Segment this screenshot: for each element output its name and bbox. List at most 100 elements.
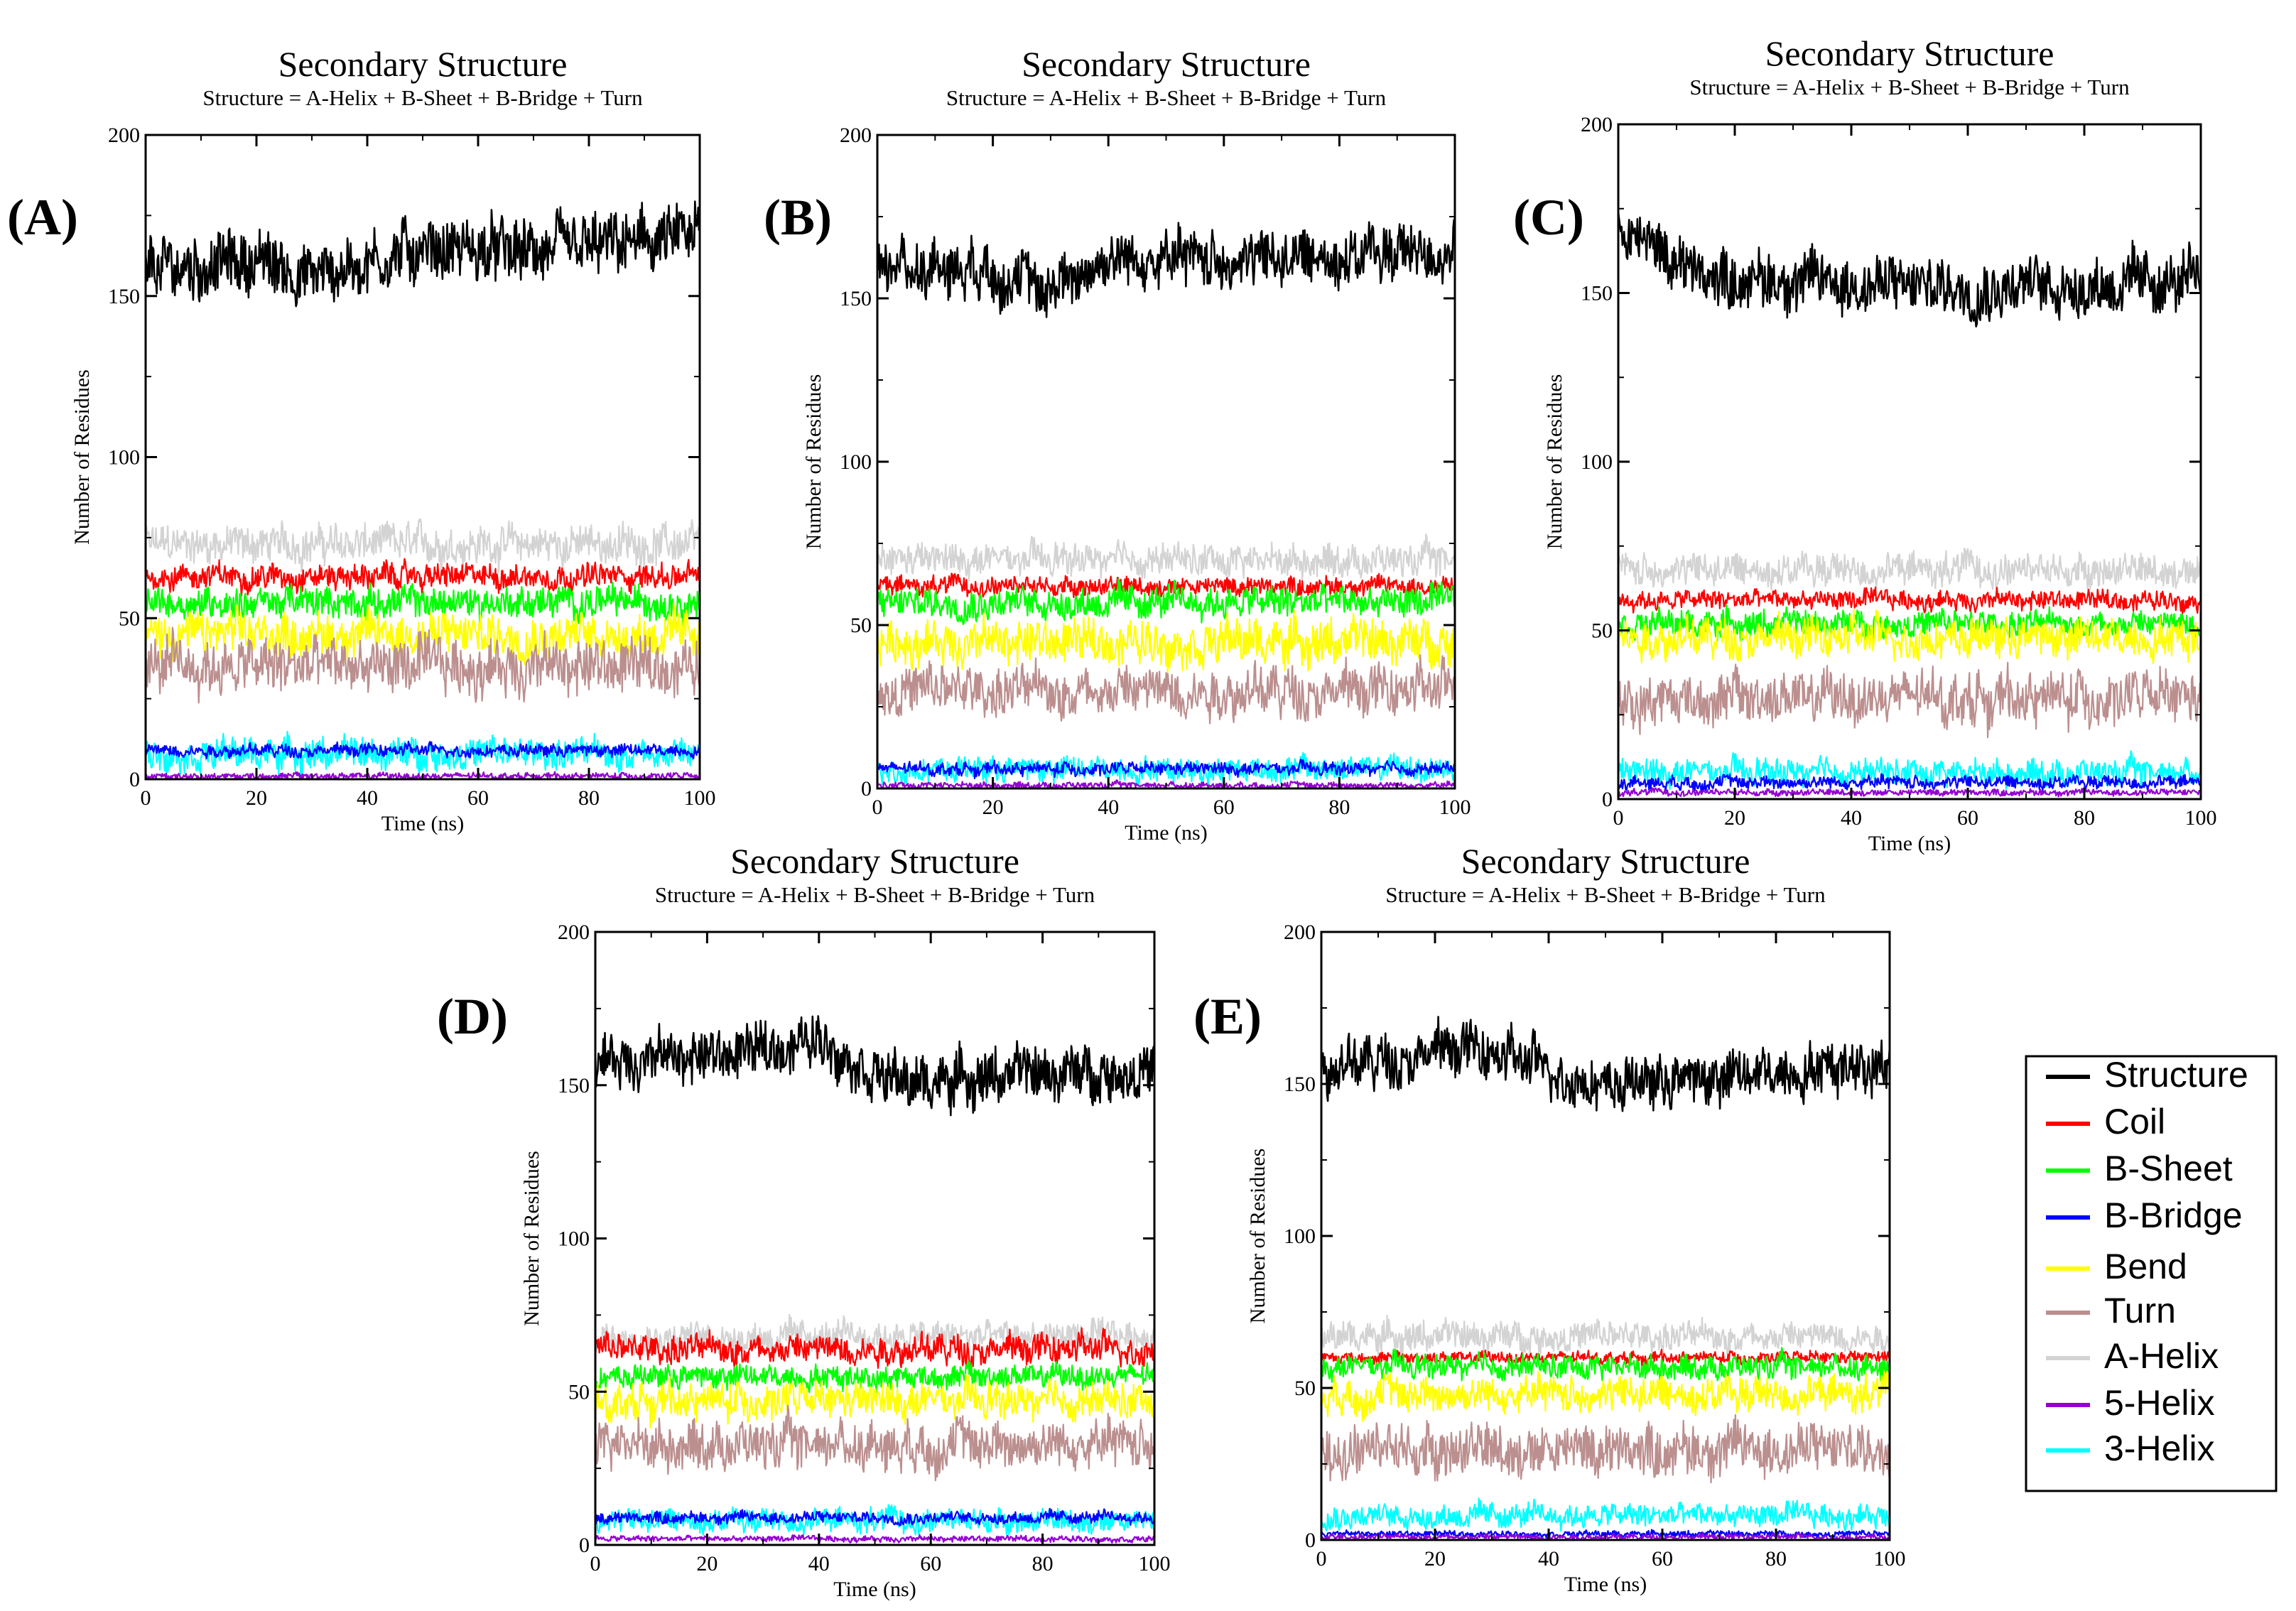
chart-title: Secondary Structure bbox=[1765, 33, 2054, 73]
series-line-bend bbox=[1321, 1369, 1890, 1423]
x-tick-label: 60 bbox=[1957, 806, 1978, 830]
legend-label: B-Bridge bbox=[2104, 1195, 2243, 1235]
chart-title: Secondary Structure bbox=[1461, 841, 1750, 881]
y-axis-label: Number of Residues bbox=[520, 1151, 543, 1326]
series-line-b-bridge bbox=[1321, 1529, 1890, 1539]
x-tick-label: 80 bbox=[1765, 1547, 1787, 1571]
series-group bbox=[146, 200, 700, 779]
series-line-a-helix bbox=[1321, 1314, 1890, 1357]
y-tick-label: 0 bbox=[1602, 788, 1613, 811]
chart-title: Secondary Structure bbox=[730, 841, 1019, 881]
series-line-bend bbox=[146, 601, 700, 666]
x-tick-label: 80 bbox=[1032, 1552, 1054, 1575]
series-line-structure bbox=[1618, 212, 2201, 328]
series-line-b-bridge bbox=[1618, 773, 2201, 793]
x-tick-label: 20 bbox=[1724, 806, 1745, 830]
y-tick-label: 100 bbox=[1284, 1225, 1316, 1248]
y-tick-label: 150 bbox=[840, 287, 872, 310]
series-line-turn bbox=[146, 626, 700, 704]
x-tick-label: 20 bbox=[982, 796, 1004, 819]
series-line-b-bridge bbox=[146, 740, 700, 760]
y-axis-label: Number of Residues bbox=[1543, 374, 1566, 550]
series-line-b-bridge bbox=[595, 1507, 1154, 1526]
x-axis-label: Time (ns) bbox=[833, 1578, 916, 1601]
x-axis-label: Time (ns) bbox=[381, 812, 464, 835]
y-tick-label: 150 bbox=[1581, 282, 1613, 305]
series-line-3-helix bbox=[595, 1504, 1154, 1536]
series-line-structure bbox=[595, 1015, 1154, 1117]
legend-label: Coil bbox=[2104, 1102, 2165, 1141]
chart-subtitle: Structure = A-Helix + B-Sheet + B-Bridge… bbox=[655, 882, 1095, 907]
y-tick-label: 150 bbox=[558, 1074, 590, 1097]
series-group bbox=[1618, 212, 2201, 798]
legend-label: 3-Helix bbox=[2104, 1428, 2215, 1468]
series-line-b-sheet bbox=[595, 1360, 1154, 1394]
x-tick-label: 100 bbox=[1439, 796, 1471, 819]
chart-subtitle: Structure = A-Helix + B-Sheet + B-Bridge… bbox=[946, 85, 1387, 110]
chart-title: Secondary Structure bbox=[278, 44, 568, 84]
x-tick-label: 60 bbox=[1652, 1547, 1673, 1571]
y-tick-label: 50 bbox=[1294, 1377, 1316, 1400]
x-tick-label: 40 bbox=[808, 1552, 830, 1575]
series-line-a-helix bbox=[877, 533, 1455, 582]
y-tick-label: 0 bbox=[1305, 1529, 1316, 1552]
x-tick-label: 100 bbox=[1874, 1547, 1906, 1571]
y-tick-label: 200 bbox=[558, 921, 590, 944]
series-line-turn bbox=[877, 653, 1455, 725]
y-tick-label: 200 bbox=[1284, 921, 1316, 944]
y-tick-label: 200 bbox=[840, 124, 872, 147]
y-tick-label: 50 bbox=[119, 607, 140, 630]
series-line-coil bbox=[595, 1327, 1154, 1369]
x-tick-label: 60 bbox=[920, 1552, 941, 1575]
series-line-bend bbox=[877, 609, 1455, 673]
legend-label: A-Helix bbox=[2104, 1336, 2219, 1376]
panel-letter: (E) bbox=[1193, 988, 1262, 1045]
x-axis-label: Time (ns) bbox=[1868, 832, 1951, 855]
legend-box bbox=[2025, 1055, 2278, 1492]
series-line-3-helix bbox=[1321, 1497, 1890, 1532]
x-tick-label: 20 bbox=[246, 786, 267, 810]
legend-label: Turn bbox=[2104, 1291, 2176, 1330]
series-line-b-bridge bbox=[877, 759, 1455, 780]
x-tick-label: 0 bbox=[141, 786, 151, 810]
panel-letter: (D) bbox=[437, 988, 508, 1045]
x-axis-label: Time (ns) bbox=[1564, 1573, 1647, 1596]
y-tick-label: 50 bbox=[850, 614, 872, 637]
x-tick-label: 80 bbox=[2074, 806, 2095, 830]
x-tick-label: 60 bbox=[467, 786, 489, 810]
y-tick-label: 100 bbox=[108, 446, 140, 470]
series-line-5-helix bbox=[595, 1534, 1154, 1544]
legend-label: Bend bbox=[2104, 1247, 2187, 1286]
legend-label: B-Sheet bbox=[2104, 1149, 2233, 1188]
y-tick-label: 200 bbox=[1581, 113, 1613, 136]
series-line-coil bbox=[146, 558, 700, 597]
series-group bbox=[877, 219, 1455, 788]
x-tick-label: 80 bbox=[1328, 796, 1350, 819]
series-group bbox=[1321, 1016, 1890, 1540]
x-tick-label: 100 bbox=[2185, 806, 2217, 830]
series-line-a-helix bbox=[1618, 547, 2201, 591]
x-tick-label: 40 bbox=[1538, 1547, 1559, 1571]
y-tick-label: 100 bbox=[840, 450, 872, 474]
y-tick-label: 0 bbox=[579, 1534, 590, 1557]
y-axis-label: Number of Residues bbox=[802, 374, 825, 550]
series-line-coil bbox=[1618, 586, 2201, 614]
x-tick-label: 40 bbox=[1841, 806, 1862, 830]
series-line-b-sheet bbox=[877, 578, 1455, 626]
series-line-a-helix bbox=[146, 518, 700, 573]
x-tick-label: 0 bbox=[1613, 806, 1624, 830]
series-line-b-sheet bbox=[1618, 604, 2201, 642]
y-tick-label: 100 bbox=[558, 1227, 590, 1251]
y-tick-label: 150 bbox=[108, 285, 140, 308]
legend-label: Structure bbox=[2104, 1055, 2248, 1095]
x-tick-label: 100 bbox=[1139, 1552, 1171, 1575]
series-line-3-helix bbox=[146, 730, 700, 776]
series-line-turn bbox=[595, 1404, 1154, 1482]
y-tick-label: 0 bbox=[861, 777, 872, 801]
